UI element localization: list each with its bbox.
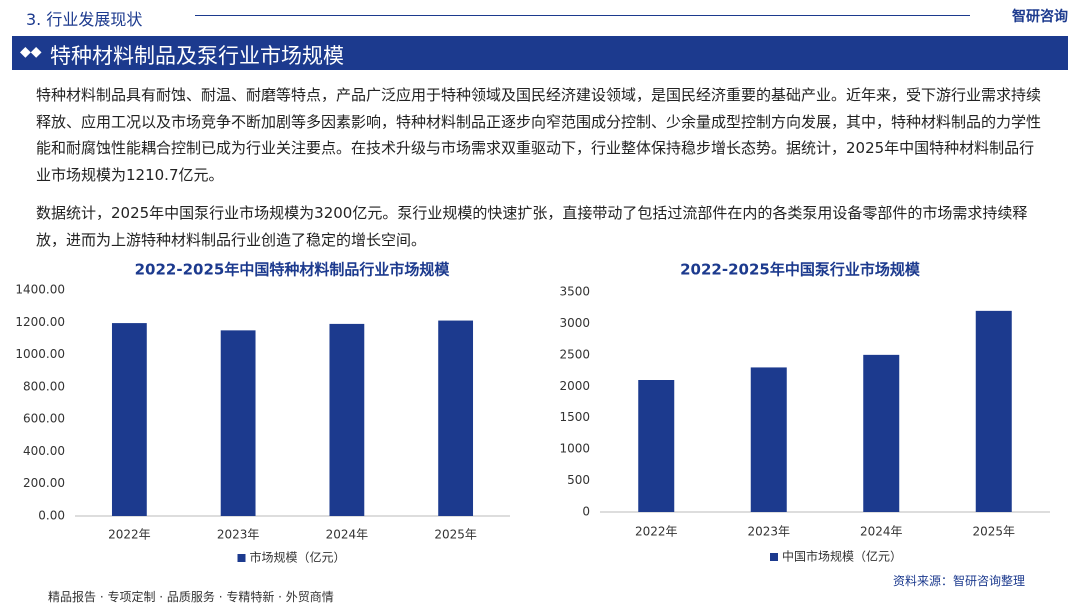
legend-label: 中国市场规模（亿元） [782, 549, 902, 564]
bar [220, 330, 256, 516]
chart-title: 2022-2025年中国特种材料制品行业市场规模 [135, 261, 451, 279]
x-tick-label: 2024年 [326, 528, 369, 542]
legend-label: 市场规模（亿元） [250, 550, 346, 565]
charts: 2022-2025年中国特种材料制品行业市场规模 0.00 200.00 400.00… [15, 261, 1050, 565]
footer-services: 精品报告 · 专项定制 · 品质服务 · 专精特新 · 外贸商情 [48, 590, 334, 604]
y-tick-label: 400.00 [23, 444, 65, 458]
legend-swatch [237, 554, 246, 562]
y-tick-label: 200.00 [23, 476, 65, 490]
bar [975, 310, 1012, 512]
source-note: 资料来源：智研咨询整理 [893, 574, 1026, 588]
y-tick-label: 0 [582, 505, 590, 519]
y-tick-label: 1000 [559, 442, 590, 456]
title-banner [12, 36, 1068, 70]
x-tick-label: 2024年 [860, 525, 903, 539]
bar [638, 380, 675, 512]
legend-swatch [770, 553, 778, 561]
y-tick-label: 600.00 [23, 412, 65, 426]
y-tick-label: 1500 [559, 410, 590, 424]
y-tick-label: 0.00 [38, 509, 65, 523]
x-tick-label: 2025年 [972, 525, 1015, 539]
bar [329, 323, 365, 516]
y-tick-label: 3000 [559, 316, 590, 330]
section-label: 3. 行业发展现状 [26, 10, 143, 29]
y-tick-label: 2500 [559, 347, 590, 361]
bar [750, 367, 787, 512]
y-tick-label: 3500 [559, 285, 590, 299]
x-tick-label: 2023年 [217, 528, 260, 542]
bar [111, 323, 147, 516]
chart-title: 2022-2025年中国泵行业市场规模 [680, 261, 921, 279]
x-tick-label: 2022年 [108, 528, 151, 542]
x-tick-label: 2023年 [747, 525, 790, 539]
paragraph: 特种材料制品具有耐蚀、耐温、耐磨等特点，产品广泛应用于特种领域及国民经济建设领域… [36, 86, 1042, 184]
banner-icon: ◆◆ [20, 44, 42, 60]
x-tick-label: 2022年 [635, 525, 678, 539]
y-tick-label: 500 [567, 473, 590, 487]
y-tick-label: 1400.00 [15, 283, 65, 297]
bar [438, 320, 474, 516]
bar [863, 354, 900, 512]
y-tick-label: 2000 [559, 379, 590, 393]
x-tick-label: 2025年 [434, 528, 477, 542]
slide-title: 特种材料制品及泵行业市场规模 [50, 44, 344, 68]
y-tick-label: 1200.00 [15, 315, 65, 329]
logo-text: 智研咨询 [1012, 9, 1068, 25]
y-tick-label: 1000.00 [15, 347, 65, 361]
y-tick-label: 800.00 [23, 379, 65, 393]
paragraph: 数据统计，2025年中国泵行业市场规模为3200亿元。泵行业规模的快速扩张，直接… [36, 204, 1028, 249]
header-rule [195, 15, 970, 16]
